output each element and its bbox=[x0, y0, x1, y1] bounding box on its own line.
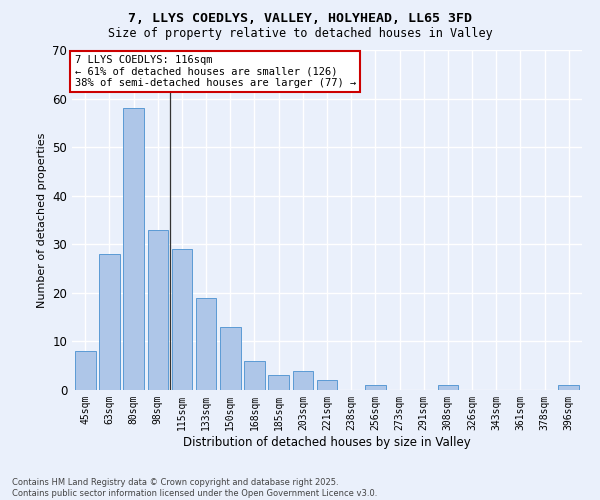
Bar bbox=[317, 380, 337, 390]
Bar bbox=[172, 249, 192, 390]
Bar bbox=[124, 108, 144, 390]
Text: Size of property relative to detached houses in Valley: Size of property relative to detached ho… bbox=[107, 28, 493, 40]
Text: Contains HM Land Registry data © Crown copyright and database right 2025.
Contai: Contains HM Land Registry data © Crown c… bbox=[12, 478, 377, 498]
X-axis label: Distribution of detached houses by size in Valley: Distribution of detached houses by size … bbox=[183, 436, 471, 448]
Bar bbox=[148, 230, 168, 390]
Bar bbox=[75, 351, 95, 390]
Text: 7, LLYS COEDLYS, VALLEY, HOLYHEAD, LL65 3FD: 7, LLYS COEDLYS, VALLEY, HOLYHEAD, LL65 … bbox=[128, 12, 472, 26]
Y-axis label: Number of detached properties: Number of detached properties bbox=[37, 132, 47, 308]
Bar bbox=[99, 254, 120, 390]
Text: 7 LLYS COEDLYS: 116sqm
← 61% of detached houses are smaller (126)
38% of semi-de: 7 LLYS COEDLYS: 116sqm ← 61% of detached… bbox=[74, 55, 356, 88]
Bar bbox=[559, 385, 579, 390]
Bar bbox=[268, 376, 289, 390]
Bar bbox=[365, 385, 386, 390]
Bar bbox=[220, 327, 241, 390]
Bar bbox=[196, 298, 217, 390]
Bar bbox=[244, 361, 265, 390]
Bar bbox=[437, 385, 458, 390]
Bar bbox=[293, 370, 313, 390]
